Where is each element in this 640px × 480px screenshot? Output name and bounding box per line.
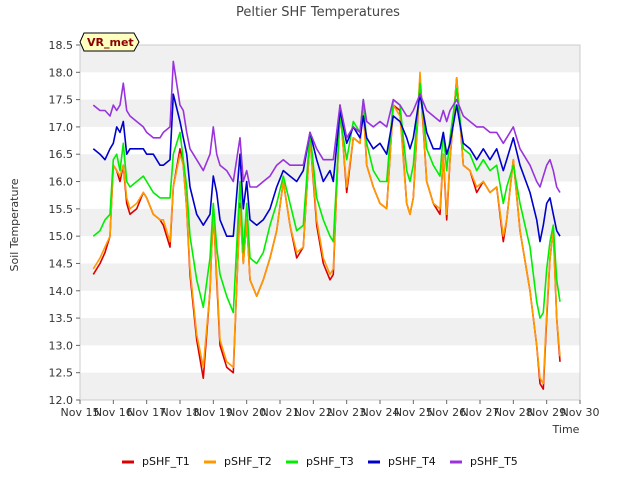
- x-tick-label: Nov 23: [327, 406, 366, 419]
- x-tick-label: Nov 26: [427, 406, 466, 419]
- grid-band: [80, 263, 580, 291]
- y-tick-label: 16.0: [49, 176, 74, 189]
- legend-label: pSHF_T5: [470, 455, 518, 468]
- x-tick-label: Nov 30: [561, 406, 600, 419]
- grid-band: [80, 318, 580, 346]
- y-tick-label: 18.0: [49, 66, 74, 79]
- y-axis-label: Soil Temperature: [8, 178, 21, 271]
- grid-bands: [80, 45, 580, 400]
- x-tick-label: Nov 16: [94, 406, 133, 419]
- x-axis-label: Time: [552, 423, 580, 436]
- x-tick-label: Nov 24: [361, 406, 400, 419]
- y-tick-label: 17.0: [49, 121, 74, 134]
- y-tick-label: 14.0: [49, 285, 74, 298]
- x-tick-label: Nov 29: [527, 406, 566, 419]
- y-tick-label: 12.5: [49, 367, 74, 380]
- badge: VR_met: [79, 32, 140, 52]
- grid-band: [80, 372, 580, 400]
- y-tick-label: 13.0: [49, 339, 74, 352]
- badge-shape: [79, 32, 140, 52]
- legend-label: pSHF_T3: [306, 455, 354, 468]
- legend: pSHF_T1 pSHF_T2 pSHF_T3 pSHF_T4 pSHF_T5: [122, 455, 518, 468]
- y-tick-label: 16.5: [49, 148, 74, 161]
- series-line-pSHF_T3: [92, 82, 561, 319]
- grid-band: [80, 45, 580, 73]
- series-group: [92, 60, 561, 390]
- y-tick-label: 12.0: [49, 394, 74, 407]
- x-tick-label: Nov 15: [61, 406, 100, 419]
- grid-band: [80, 99, 580, 127]
- y-tick-label: 17.5: [49, 94, 74, 107]
- y-tick-label: 13.5: [49, 312, 74, 325]
- legend-label: pSHF_T1: [142, 455, 190, 468]
- x-tick-label: Nov 27: [461, 406, 500, 419]
- chart-title: Peltier SHF Temperatures: [236, 5, 400, 20]
- x-tick-label: Nov 17: [127, 406, 166, 419]
- plot-area-border: [79, 44, 581, 401]
- x-tick-label: Nov 19: [194, 406, 233, 419]
- legend-label: pSHF_T2: [224, 455, 272, 468]
- y-tick-label: 15.5: [49, 203, 74, 216]
- x-tick-label: Nov 22: [294, 406, 333, 419]
- x-tick-label: Nov 18: [161, 406, 200, 419]
- x-tick-label: Nov 21: [261, 406, 300, 419]
- series-line-pSHF_T5: [92, 60, 561, 193]
- x-tick-label: Nov 25: [394, 406, 433, 419]
- x-tick-label: Nov 20: [227, 406, 266, 419]
- series-line-pSHF_T4: [92, 93, 561, 243]
- x-tick-label: Nov 28: [494, 406, 533, 419]
- y-tick-label: 15.0: [49, 230, 74, 243]
- legend-label: pSHF_T4: [388, 455, 436, 468]
- series-line-pSHF_T2: [92, 71, 561, 385]
- y-axis: 12.0 12.5 13.0 13.5 14.0 14.5 15.0 15.5 16.0 16.5…: [49, 39, 80, 407]
- y-tick-label: 14.5: [49, 257, 74, 270]
- badge-label: VR_met: [87, 36, 134, 49]
- y-tick-label: 18.5: [49, 39, 74, 52]
